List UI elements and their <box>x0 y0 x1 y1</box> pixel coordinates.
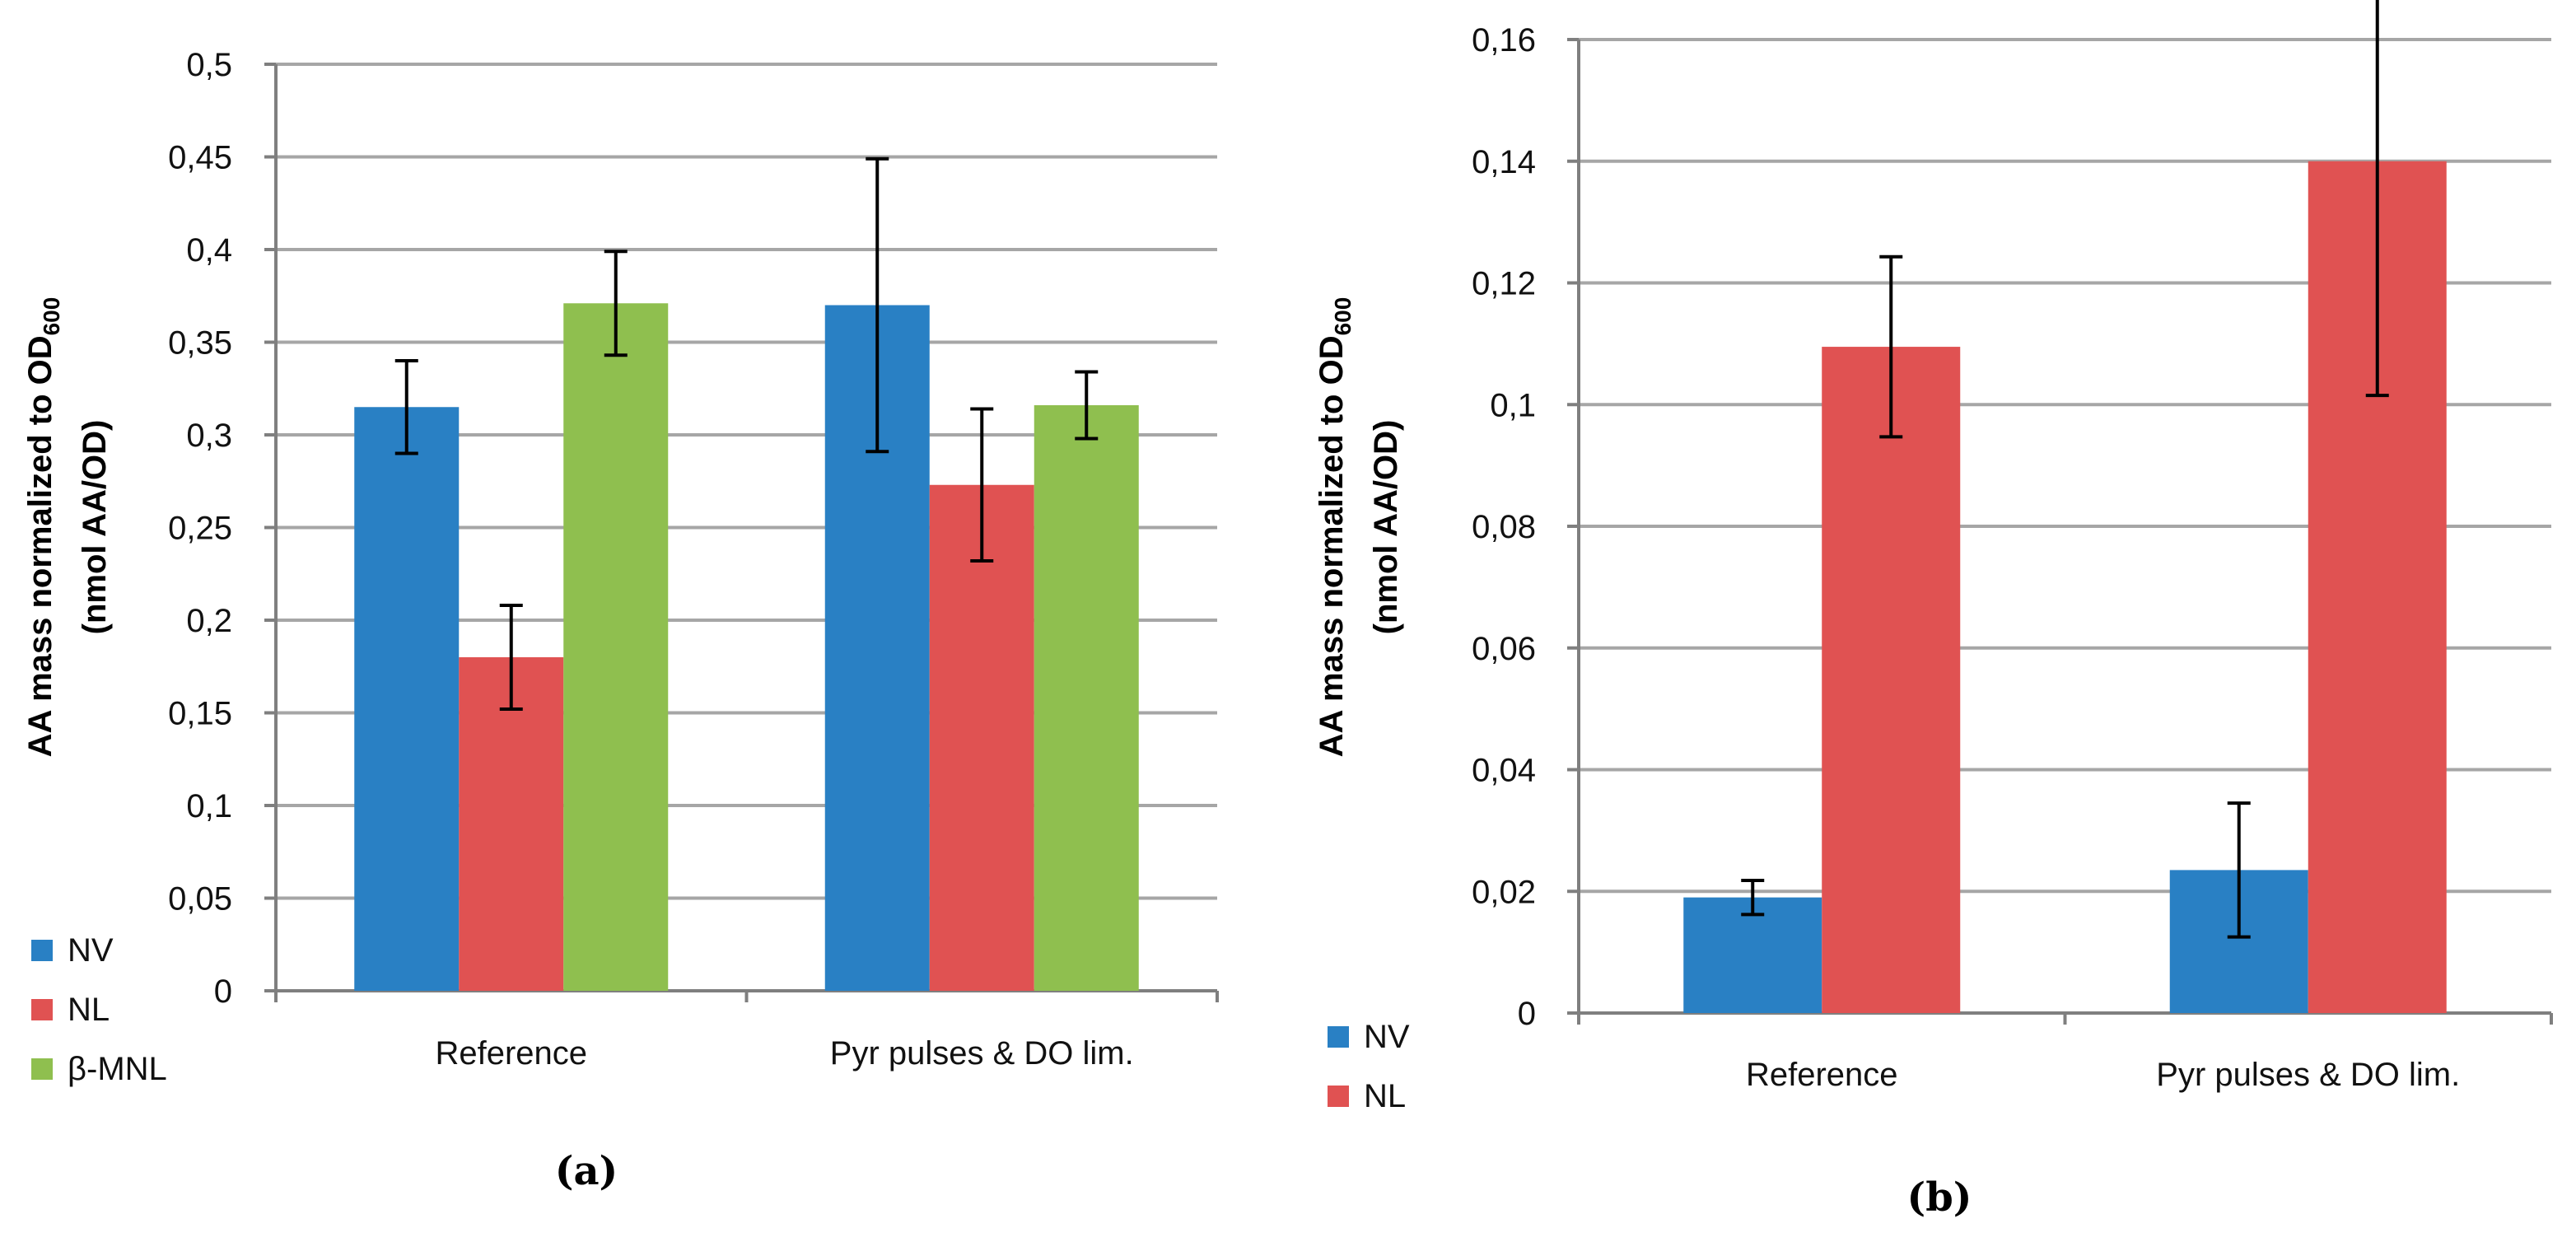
error-bar-NL-pyr-pulses <box>970 407 994 563</box>
y-tick-label: 0,16 <box>1472 22 1536 58</box>
error-bar-NV-pyr-pulses <box>2227 801 2251 939</box>
y-axis-label-units: (nmol AA/OD) <box>77 420 113 635</box>
legend: NV NL <box>1328 1019 1410 1114</box>
x-category-label: Pyr pulses & DO lim. <box>2156 1057 2460 1093</box>
y-tick-label: 0,15 <box>168 696 232 732</box>
legend: NV NL β-MNL <box>31 932 167 1087</box>
bar-NV-reference <box>354 407 460 991</box>
error-bar-NL-reference <box>499 604 523 711</box>
bar-NL-reference <box>1822 347 1961 1014</box>
error-bar-NL-reference <box>1879 254 1903 439</box>
y-tick-label: 0,5 <box>186 47 232 83</box>
x-category-label: Pyr pulses & DO lim. <box>830 1035 1134 1072</box>
legend-label-NV: NV <box>1364 1019 1410 1055</box>
y-axis-label-main: AA mass normalized to OD <box>1314 335 1350 757</box>
y-axis-label: AA mass normalized to OD600 <box>1314 297 1356 758</box>
legend-swatch-NV <box>31 940 53 961</box>
error-bar-β-MNL-pyr-pulses <box>1075 370 1099 441</box>
y-axis-label-main: AA mass normalized to OD <box>22 335 58 757</box>
y-tick-label: 0,06 <box>1472 631 1536 667</box>
y-tick-label: 0,02 <box>1472 874 1536 910</box>
bar-NV-reference <box>1683 897 1822 1013</box>
y-axis-label-units: (nmol AA/OD) <box>1368 420 1404 635</box>
legend-label-NL: NL <box>1364 1078 1406 1114</box>
legend-swatch-NL <box>31 999 53 1020</box>
y-tick-label: 0,35 <box>168 325 232 362</box>
y-tick-label: 0,3 <box>186 418 232 454</box>
bar-β-MNL-pyr-pulses <box>1034 405 1139 991</box>
y-tick-label: 0,45 <box>168 140 232 176</box>
legend-label-β-MNL: β-MNL <box>68 1051 167 1087</box>
y-tick-label: 0,08 <box>1472 509 1536 545</box>
y-axis-label-subscript: 600 <box>39 297 64 336</box>
y-tick-label: 0,25 <box>168 511 232 547</box>
y-tick-label: 0 <box>1518 996 1536 1032</box>
legend-swatch-β-MNL <box>31 1058 53 1080</box>
panel-label: (b) <box>1907 1174 1972 1221</box>
bar-NL-reference <box>459 657 564 991</box>
legend-label-NL: NL <box>68 992 110 1028</box>
y-tick-label: 0,1 <box>1490 387 1536 423</box>
chart-panel-b: 0 0,02 0,04 0,06 0,08 0,1 0,12 0,14 0,16 Referenc… <box>1314 0 2553 1221</box>
y-tick-label: 0,12 <box>1472 266 1536 302</box>
error-bar-β-MNL-reference <box>604 250 628 357</box>
y-axis-label-subscript: 600 <box>1330 297 1356 336</box>
y-tick-label: 0 <box>214 974 232 1010</box>
legend-swatch-NL <box>1328 1086 1349 1107</box>
error-bar-NV-reference <box>1741 878 1765 917</box>
y-tick-label: 0,4 <box>186 232 232 268</box>
bar-NL-pyr-pulses <box>929 484 1034 991</box>
x-category-label: Reference <box>435 1035 587 1072</box>
error-bar-NL-pyr-pulses <box>2365 0 2389 398</box>
legend-swatch-NV <box>1328 1026 1349 1048</box>
y-tick-label: 0,2 <box>186 603 232 639</box>
y-tick-label: 0,1 <box>186 788 232 824</box>
y-tick-label: 0,04 <box>1472 753 1536 789</box>
y-axis-label: AA mass normalized to OD600 <box>22 297 64 758</box>
chart-panel-a: 0 0,05 0,1 0,15 0,2 0,25 0,3 0,35 0,4 0,45 0,5 Refe… <box>22 47 1219 1194</box>
y-tick-label: 0,14 <box>1472 144 1536 180</box>
y-tick-label: 0,05 <box>168 881 232 917</box>
error-bar-NV-reference <box>394 359 418 455</box>
x-category-label: Reference <box>1746 1057 1898 1093</box>
bar-β-MNL-reference <box>563 303 669 991</box>
legend-label-NV: NV <box>68 932 114 969</box>
error-bar-NV-pyr-pulses <box>866 156 889 454</box>
panel-label: (a) <box>555 1148 618 1194</box>
